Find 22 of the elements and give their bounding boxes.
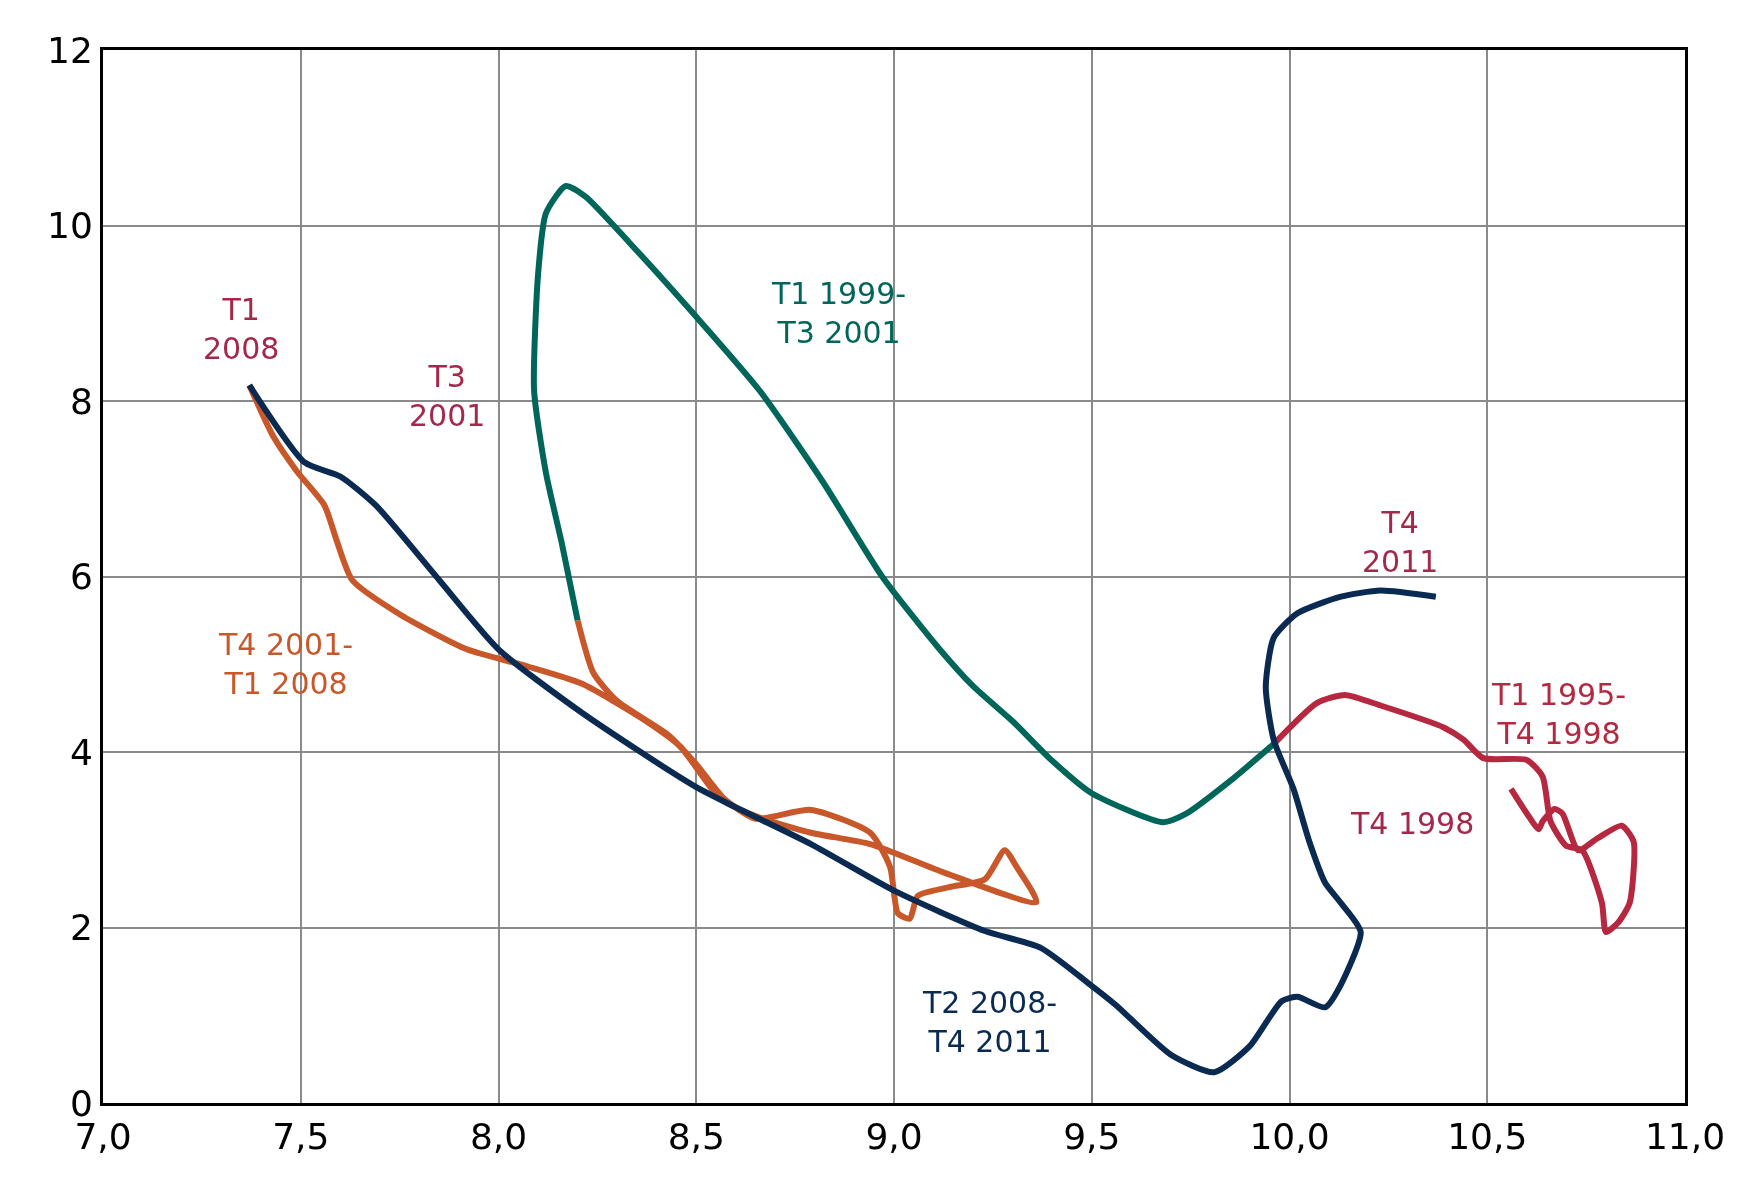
y-tick-label: 2: [69, 907, 93, 949]
annotation: T4 2011: [1362, 505, 1439, 579]
annotation: T1 1999- T3 2001: [771, 276, 907, 350]
annotation: T4 2001- T1 2008: [218, 627, 354, 701]
y-tick-label: 6: [69, 556, 93, 598]
x-tick-label: 10,5: [1447, 1116, 1528, 1158]
x-tick-label: 11,0: [1644, 1116, 1726, 1158]
annotation: T2 2008- T4 2011: [922, 985, 1058, 1059]
y-tick-label: 12: [46, 29, 93, 71]
x-tick-label: 7,5: [272, 1116, 330, 1158]
x-tick-label: 9,5: [1063, 1116, 1121, 1158]
annotation: T1 1995- T4 1998: [1491, 677, 1627, 751]
y-tick-label: 8: [69, 380, 93, 422]
annotation: T4 1998: [1350, 806, 1475, 841]
annotation: T3 2001: [409, 359, 486, 433]
x-tick-label: 8,5: [667, 1116, 725, 1158]
y-tick-label: 10: [46, 205, 93, 247]
annotation: T1 2008: [203, 292, 280, 366]
x-tick-label: 10,0: [1249, 1116, 1330, 1158]
x-tick-label: 9,0: [865, 1116, 923, 1158]
y-tick-label: 4: [69, 731, 93, 773]
x-tick-label: 8,0: [469, 1116, 528, 1158]
